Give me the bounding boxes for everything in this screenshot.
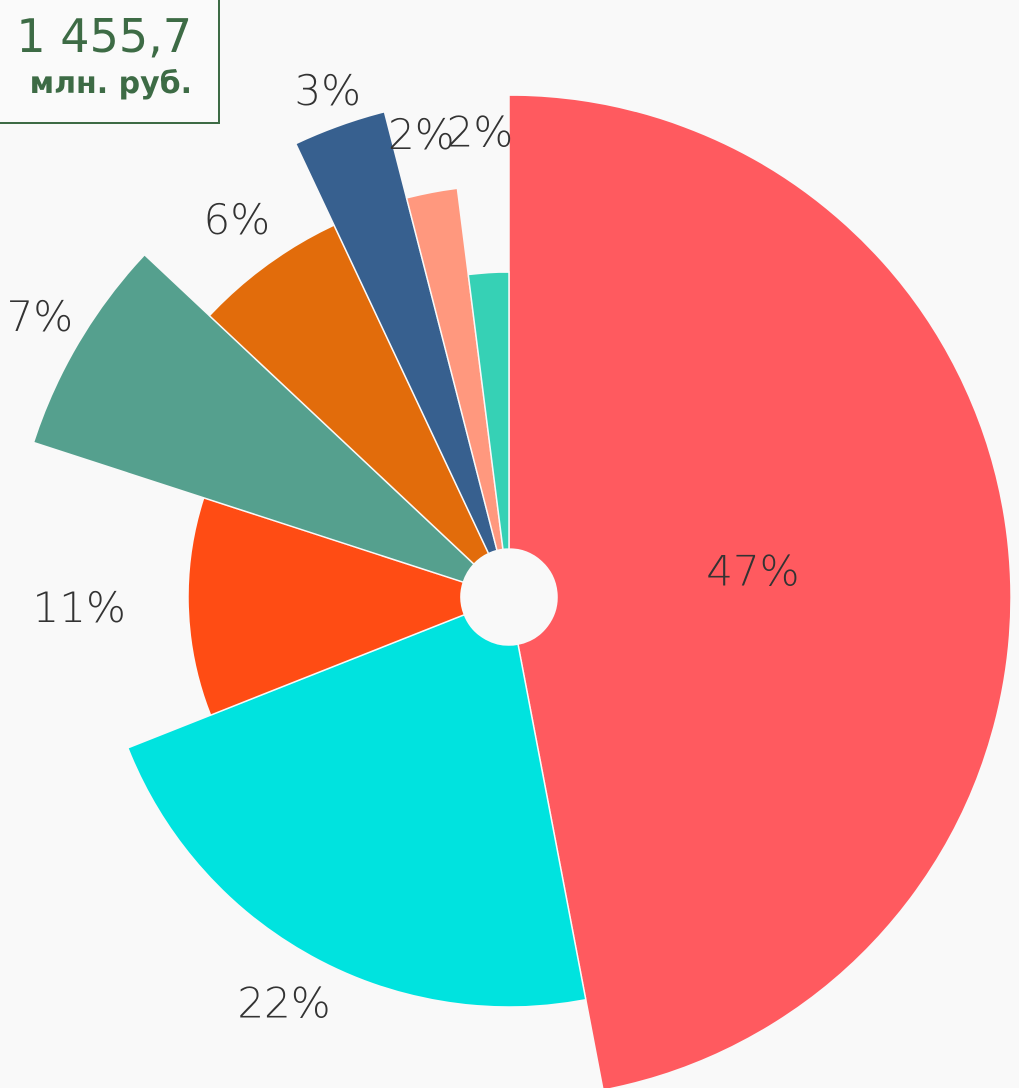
pie-slice — [508, 94, 1012, 1088]
pie-slice — [405, 187, 504, 552]
pie-slice — [294, 110, 498, 555]
total-box: 1 455,7 млн. руб. — [0, 0, 220, 124]
slice-label: 3% — [294, 66, 361, 115]
pie-slice — [126, 613, 587, 1008]
slice-label: 6% — [204, 195, 271, 244]
total-unit: млн. руб. — [29, 66, 192, 101]
slice-label: 7% — [7, 292, 74, 341]
pie-slice — [187, 496, 466, 717]
pie-slice — [32, 253, 476, 584]
total-value: 1 455,7 — [16, 9, 192, 63]
pie-slice — [208, 224, 490, 566]
slice-label: 11% — [33, 583, 126, 632]
slice-label: 22% — [237, 979, 330, 1028]
slice-label: 47% — [706, 546, 799, 595]
slice-label: 2% — [388, 110, 455, 159]
slice-label: 2% — [447, 107, 514, 156]
pie-slice — [467, 271, 510, 551]
